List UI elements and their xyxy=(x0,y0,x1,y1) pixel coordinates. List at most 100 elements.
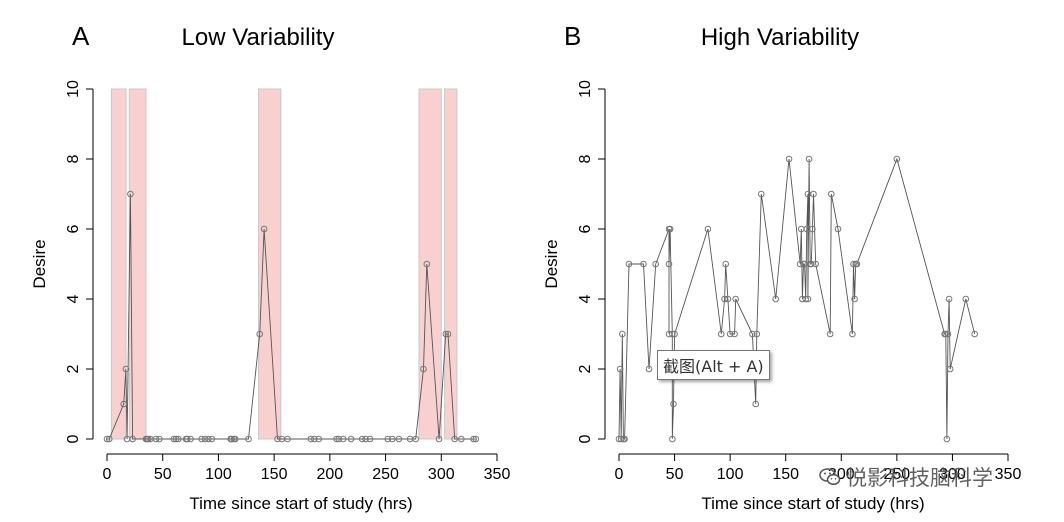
series-line xyxy=(618,157,976,440)
data-point xyxy=(945,295,953,303)
data-point xyxy=(152,435,160,443)
data-point xyxy=(435,435,443,443)
data-point xyxy=(310,435,318,443)
x-tick-label: 100 xyxy=(205,466,232,483)
data-point xyxy=(669,435,676,443)
y-axis-label-a: Desire xyxy=(30,239,49,288)
x-axis-label-a: Time since start of study (hrs) xyxy=(189,494,412,513)
highlight-region xyxy=(110,88,127,440)
y-tick-label: 6 xyxy=(65,224,82,233)
data-point xyxy=(625,260,633,268)
watermark: 悦影科技脑科学 xyxy=(818,462,993,492)
data-point xyxy=(187,435,194,443)
data-point xyxy=(442,330,450,338)
data-point xyxy=(105,435,113,443)
watermark-text: 悦影科技脑科学 xyxy=(846,466,993,490)
x-tick-label: 50 xyxy=(666,466,684,483)
panel-label-b: B xyxy=(564,21,581,51)
y-axis-label-b: Desire xyxy=(542,239,561,288)
data-point xyxy=(120,400,128,408)
data-point xyxy=(170,435,178,443)
chart-title-a: Low Variability xyxy=(182,24,335,51)
data-point xyxy=(827,190,835,198)
series-b xyxy=(615,155,978,443)
data-point xyxy=(617,435,625,443)
data-point xyxy=(757,190,765,198)
data-point xyxy=(666,225,674,233)
y-tick-label: 6 xyxy=(577,224,594,233)
series-a xyxy=(103,190,480,443)
data-point xyxy=(810,190,817,198)
data-point xyxy=(731,330,738,338)
data-point xyxy=(942,330,950,338)
data-point xyxy=(307,435,315,443)
y-tick-label: 0 xyxy=(577,434,594,443)
data-point xyxy=(122,365,130,373)
data-point xyxy=(665,260,673,268)
data-point xyxy=(893,155,901,163)
data-point xyxy=(231,435,239,443)
data-point xyxy=(851,295,858,303)
x-tick-label: 0 xyxy=(615,466,624,483)
data-point xyxy=(205,435,212,443)
data-point xyxy=(619,330,626,338)
x-tick-label: 100 xyxy=(717,466,744,483)
data-point xyxy=(670,400,677,408)
data-point xyxy=(458,435,465,443)
data-point xyxy=(652,260,659,268)
data-point xyxy=(722,260,729,268)
data-point xyxy=(669,330,676,338)
data-point xyxy=(971,330,978,338)
x-tick-label: 150 xyxy=(261,466,288,483)
data-point xyxy=(804,295,812,303)
data-point xyxy=(805,155,813,163)
data-point xyxy=(834,225,842,233)
data-point xyxy=(809,225,816,233)
x-tick-label: 50 xyxy=(154,466,172,483)
data-point xyxy=(616,365,624,373)
data-point xyxy=(256,330,263,338)
y-tick-label: 10 xyxy=(65,80,82,98)
y-tick-label: 8 xyxy=(577,154,594,163)
data-point xyxy=(704,225,712,233)
data-point xyxy=(384,435,392,443)
data-point xyxy=(208,435,216,443)
data-point xyxy=(339,435,347,443)
data-point xyxy=(423,260,431,268)
x-tick-label: 300 xyxy=(428,466,455,483)
x-tick-label: 250 xyxy=(884,466,911,483)
data-point xyxy=(640,260,647,268)
data-point xyxy=(183,435,191,443)
data-point xyxy=(752,400,760,408)
data-point xyxy=(444,330,452,338)
panel-b: B High Variability 0 50 100 150 200 250 300 350… xyxy=(542,21,1021,513)
data-point xyxy=(284,435,291,443)
y-tick-label: 2 xyxy=(577,364,594,373)
y-tick-label: 10 xyxy=(577,80,594,98)
data-point xyxy=(274,435,281,443)
highlight-regions-a xyxy=(110,88,458,440)
data-point xyxy=(944,330,952,338)
data-point xyxy=(962,295,970,303)
data-point xyxy=(127,190,134,198)
data-point xyxy=(749,330,756,338)
data-point xyxy=(796,260,804,268)
data-point xyxy=(335,435,343,443)
data-point xyxy=(724,295,732,303)
data-point xyxy=(103,435,111,443)
data-point xyxy=(772,295,780,303)
y-tick-label: 4 xyxy=(577,294,594,303)
data-point xyxy=(785,155,793,163)
x-tick-label: 350 xyxy=(484,466,511,483)
data-point xyxy=(362,435,369,443)
data-point xyxy=(260,225,268,233)
x-tick-label: 0 xyxy=(103,466,112,483)
data-point xyxy=(144,435,152,443)
data-point xyxy=(156,435,163,443)
x-tick-label: 350 xyxy=(995,466,1022,483)
panel-a: A Low Variability 0 50 100 150 200 250 300 3500… xyxy=(30,21,510,513)
panel-label-a: A xyxy=(72,21,90,51)
data-point xyxy=(358,435,366,443)
data-point xyxy=(388,435,396,443)
